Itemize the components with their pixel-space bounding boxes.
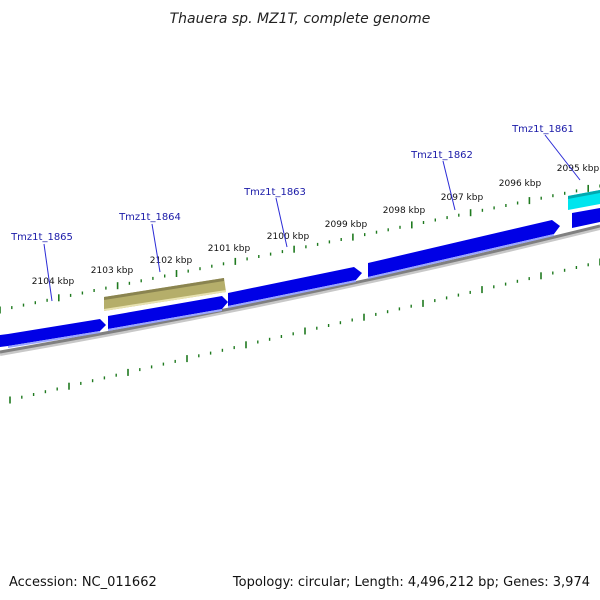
gene-label-tmz1t-1864[interactable]: Tmz1t_1864 [118, 212, 181, 273]
tick-label: 2103 kbp [91, 266, 134, 276]
gene-name: Tmz1t_1864 [118, 212, 181, 223]
gene-label-tmz1t-1861[interactable]: Tmz1t_1861 [511, 124, 581, 181]
tick-label: 2095 kbp [557, 164, 600, 174]
gene-label-tmz1t-1862[interactable]: Tmz1t_1862 [410, 150, 473, 211]
tick-label: 2101 kbp [208, 244, 251, 254]
cds-track [0, 190, 600, 348]
upper-tick-ruler [0, 184, 600, 314]
tick-labels: 2104 kbp 2103 kbp 2102 kbp 2101 kbp 2100… [32, 164, 600, 287]
cds-feature[interactable] [572, 208, 600, 228]
tick-label: 2098 kbp [383, 206, 426, 216]
genome-backbone [0, 224, 600, 356]
gene-name: Tmz1t_1862 [410, 150, 473, 161]
tick-label: 2099 kbp [325, 220, 368, 230]
gene-name: Tmz1t_1865 [10, 232, 73, 243]
tick-label: 2102 kbp [150, 256, 193, 266]
gene-label-tmz1t-1865[interactable]: Tmz1t_1865 [10, 232, 73, 302]
gene-labels: Tmz1t_1865 Tmz1t_1864 Tmz1t_1863 Tmz1t_1… [10, 124, 581, 302]
tick-label: 2104 kbp [32, 277, 75, 287]
cds-feature[interactable] [368, 220, 560, 279]
gene-label-tmz1t-1863[interactable]: Tmz1t_1863 [243, 187, 306, 248]
lower-tick-ruler [9, 258, 600, 404]
cds-feature[interactable] [0, 334, 8, 347]
cds-feature[interactable] [108, 296, 228, 331]
tick-label: 2097 kbp [441, 193, 484, 203]
tick-label: 2096 kbp [499, 179, 542, 189]
cds-feature-highlight[interactable] [568, 190, 600, 210]
tick-label: 2100 kbp [267, 232, 310, 242]
cds-feature[interactable] [8, 319, 106, 348]
gene-name: Tmz1t_1861 [511, 124, 574, 135]
gene-name: Tmz1t_1863 [243, 187, 306, 198]
map-title: Thauera sp. MZ1T, complete genome [170, 11, 431, 27]
genome-summary-text: Topology: circular; Length: 4,496,212 bp… [232, 575, 590, 590]
cds-feature-highlight[interactable] [104, 278, 226, 311]
cds-feature[interactable] [228, 267, 362, 308]
accession-text: Accession: NC_011662 [9, 575, 157, 590]
